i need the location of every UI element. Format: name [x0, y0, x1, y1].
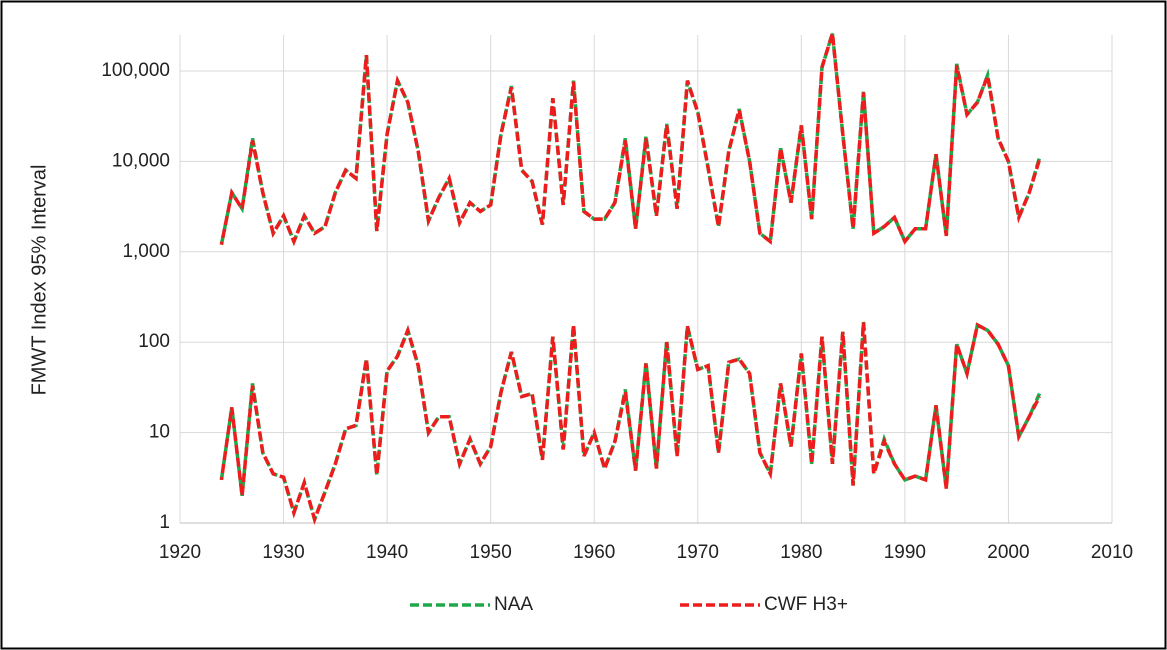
x-tick-label: 2000	[987, 542, 1029, 563]
legend-label: NAA	[494, 594, 533, 615]
x-tick-label: 2010	[1091, 542, 1133, 563]
y-tick-label: 10,000	[112, 150, 170, 171]
y-tick-label: 100	[138, 331, 170, 352]
x-tick-label: 1950	[470, 542, 512, 563]
y-tick-label: 100,000	[101, 60, 170, 81]
legend-label: CWF H3+	[764, 594, 848, 615]
x-tick-label: 1980	[780, 542, 822, 563]
series-line	[219, 322, 1042, 525]
y-tick-label: 10	[149, 422, 170, 443]
x-tick-label: 1920	[159, 542, 201, 563]
y-tick-label: 1	[159, 512, 170, 533]
x-tick-label: 1940	[366, 542, 408, 563]
y-axis-title: FMWT Index 95% Interval	[28, 165, 50, 396]
x-tick-label: 1960	[573, 542, 615, 563]
x-tick-label: 1990	[884, 542, 926, 563]
x-tick-label: 1930	[262, 542, 304, 563]
x-tick-label: 1970	[677, 542, 719, 563]
y-tick-label: 1,000	[122, 241, 170, 262]
series-line	[219, 32, 1042, 247]
